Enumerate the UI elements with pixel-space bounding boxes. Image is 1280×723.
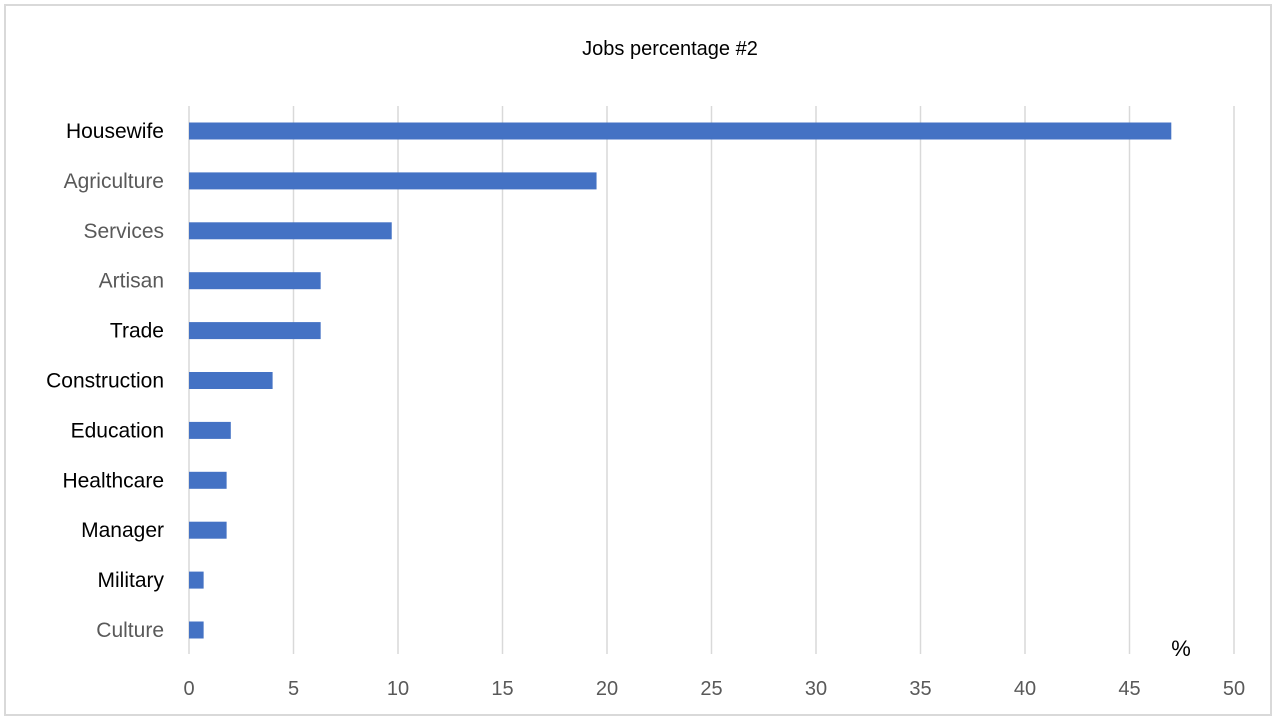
category-label-services: Services: [83, 220, 164, 243]
x-tick-label: 35: [909, 678, 931, 700]
bars: [189, 122, 1172, 639]
bar-construction: [189, 372, 273, 389]
category-label-artisan: Artisan: [99, 270, 164, 293]
x-tick-label: 25: [700, 678, 722, 700]
bar-education: [189, 421, 231, 439]
x-tick-labels: 0 5 10 15 20 25 30 35 40 45 50: [183, 678, 1245, 700]
x-tick-label: 30: [805, 678, 827, 700]
bar-services: [189, 222, 392, 240]
x-tick-label: 10: [387, 678, 409, 700]
category-labels: Housewife Agriculture Services Artisan Trade…: [46, 120, 164, 642]
category-label-military: Military: [98, 569, 165, 592]
x-tick-label: 15: [491, 678, 513, 700]
category-label-construction: Construction: [46, 370, 164, 393]
gridlines: [188, 106, 1235, 654]
x-tick-label: 50: [1223, 678, 1245, 700]
bar-military: [189, 571, 204, 589]
category-label-agriculture: Agriculture: [64, 170, 164, 193]
bar-culture: [189, 621, 204, 639]
category-label-education: Education: [71, 419, 164, 442]
category-label-culture: Culture: [96, 619, 164, 642]
bar-healthcare: [189, 471, 227, 489]
category-label-manager: Manager: [81, 519, 164, 542]
chart-title: Jobs percentage #2: [582, 38, 758, 60]
category-label-trade: Trade: [110, 320, 164, 343]
x-tick-label: 45: [1118, 678, 1140, 700]
bar-manager: [189, 521, 227, 539]
x-tick-label: 0: [183, 678, 194, 700]
bar-artisan: [189, 272, 321, 290]
bar-trade: [189, 322, 321, 340]
x-unit-label: %: [1171, 636, 1191, 661]
category-label-healthcare: Healthcare: [62, 469, 164, 492]
bar-housewife: [189, 122, 1172, 140]
bar-agriculture: [189, 172, 597, 190]
x-tick-label: 20: [596, 678, 618, 700]
x-tick-label: 5: [288, 678, 299, 700]
x-tick-label: 40: [1014, 678, 1036, 700]
category-label-housewife: Housewife: [66, 120, 164, 143]
